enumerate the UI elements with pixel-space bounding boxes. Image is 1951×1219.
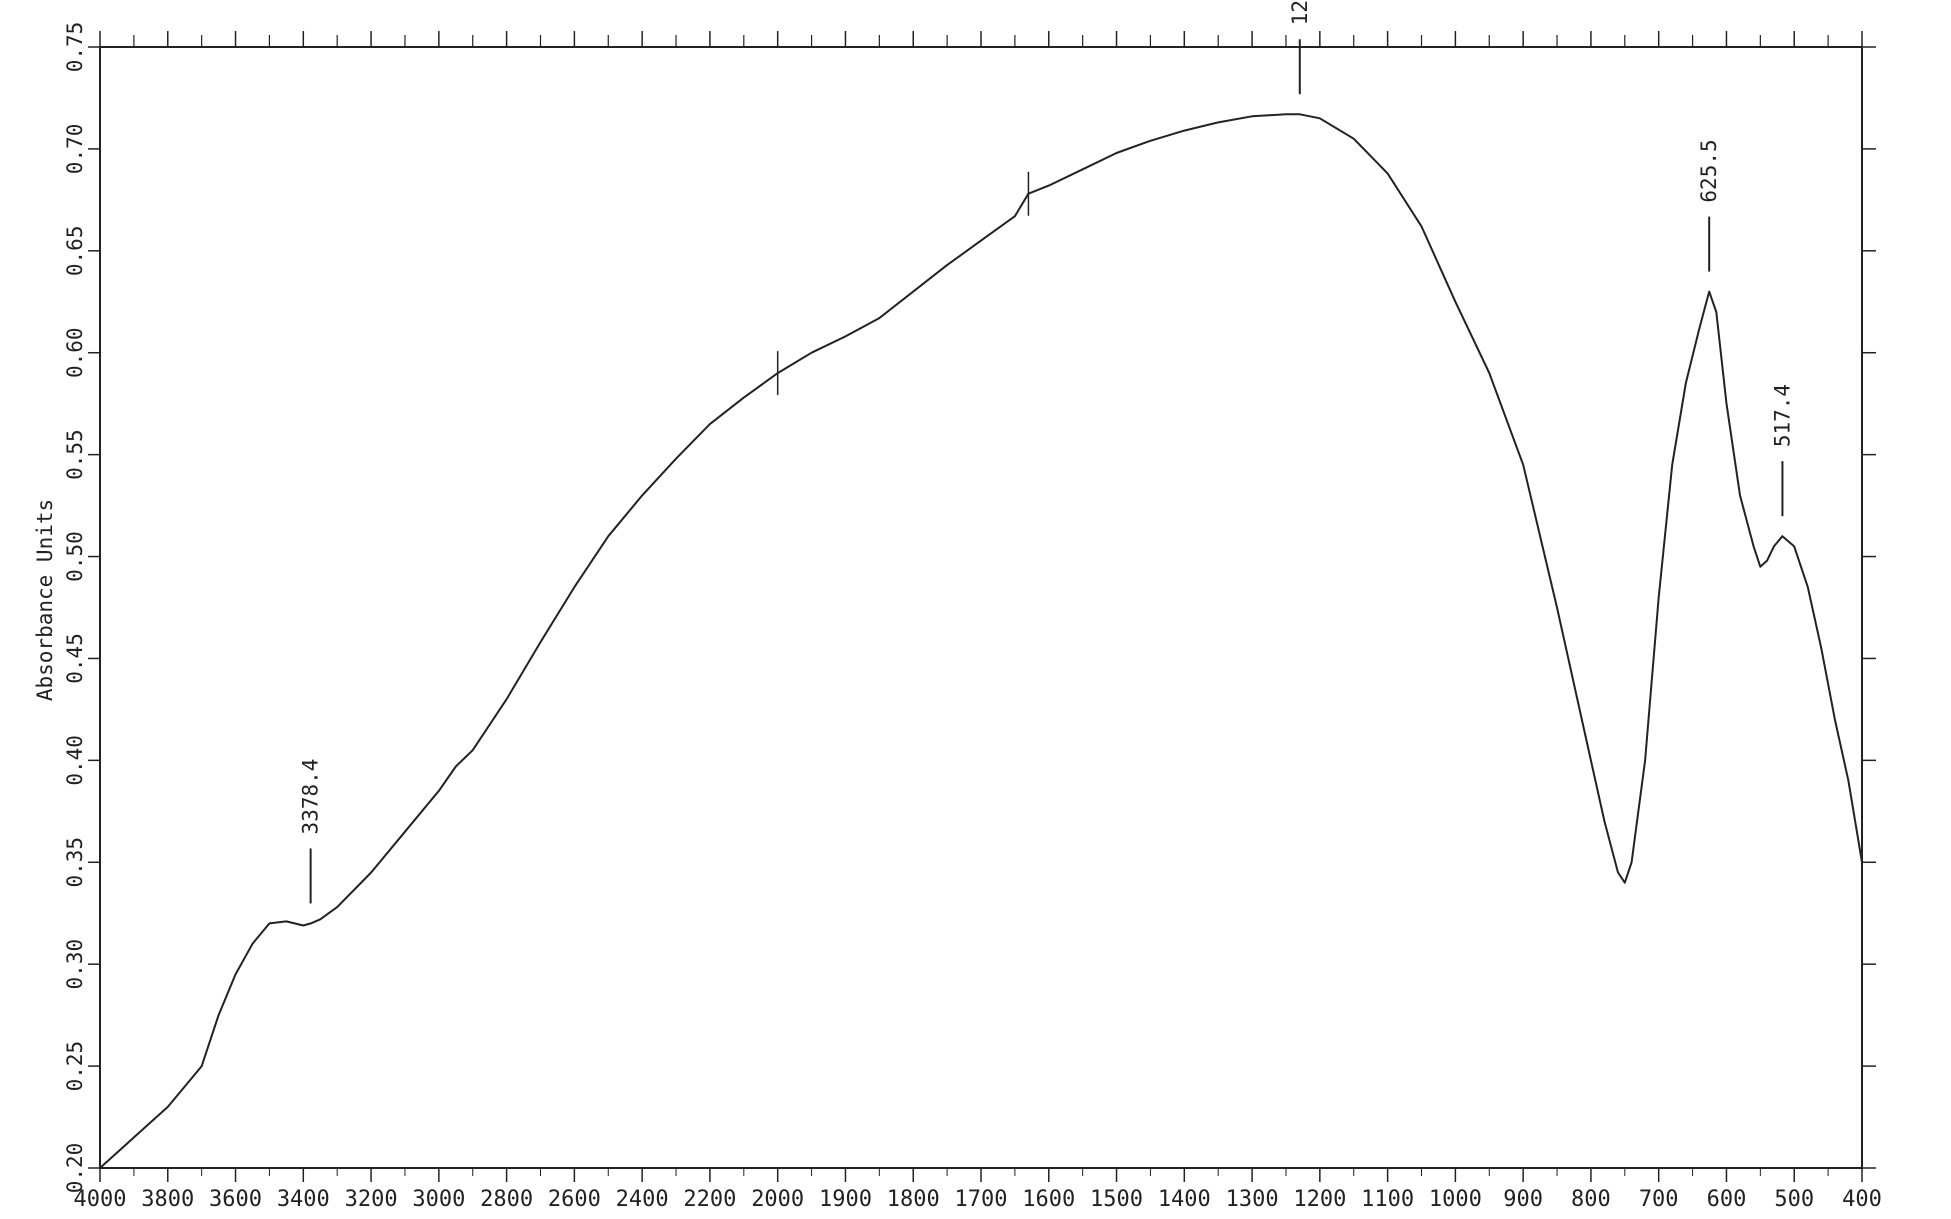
- right-tick-marks: [1862, 46, 1876, 1169]
- top-tick-marks: [99, 31, 1863, 47]
- peak-label: 1229.6: [1288, 0, 1312, 25]
- y-tick-label: 0.25: [63, 1041, 87, 1092]
- x-tick-label: 1500: [1090, 1187, 1143, 1212]
- x-tick-label: 1100: [1361, 1187, 1414, 1212]
- plot-border: [99, 46, 1863, 1169]
- y-tick-label: 0.75: [63, 22, 87, 73]
- x-tick-label: 1700: [955, 1187, 1008, 1212]
- x-tick-label: 500: [1774, 1187, 1814, 1212]
- y-tick-label: 0.55: [63, 429, 87, 480]
- x-axis: 4000 3800 3600 3400 3200 3000 2800 2600 2400 2200…: [74, 1168, 1882, 1212]
- y-tick-label: 0.35: [63, 837, 87, 888]
- series-layer: [99, 113, 1863, 1169]
- y-tick-label: 0.65: [63, 226, 87, 277]
- x-tick-label: 2200: [683, 1187, 736, 1212]
- x-tick-label: 700: [1639, 1187, 1679, 1212]
- peak-label: 517.4: [1770, 384, 1794, 447]
- x-tick-label: 2600: [548, 1187, 601, 1212]
- y-axis-title: Absorbance Units: [33, 499, 57, 701]
- y-tick-label: 0.45: [63, 633, 87, 684]
- y-tick-label: 0.70: [63, 124, 87, 175]
- x-tick-label: 1400: [1158, 1187, 1211, 1212]
- y-tick-label: 0.50: [63, 531, 87, 582]
- x-tick-label: 3400: [277, 1187, 330, 1212]
- x-tick-label: 400: [1842, 1187, 1882, 1212]
- x-tick-label: 600: [1707, 1187, 1747, 1212]
- y-tick-label: 0.30: [63, 939, 87, 990]
- y-axis: 0.20 0.25 0.30 0.35 0.40 0.45 0.50 0.55 0.60 0.65…: [63, 22, 100, 1194]
- x-tick-label: 2800: [480, 1187, 533, 1212]
- x-tick-label: 1600: [1022, 1187, 1075, 1212]
- spectrum-line: [99, 113, 1863, 1169]
- peak-label: 3378.4: [299, 759, 323, 835]
- y-tick-label: 0.60: [63, 327, 87, 378]
- x-tick-label: 3000: [412, 1187, 465, 1212]
- y-tick-label: 0.20: [63, 1143, 87, 1194]
- x-tick-label: 4000: [74, 1187, 127, 1212]
- x-tick-label: 1000: [1429, 1187, 1482, 1212]
- x-tick-label: 2000: [751, 1187, 804, 1212]
- x-tick-label: 2400: [616, 1187, 669, 1212]
- x-tick-label: 1800: [887, 1187, 940, 1212]
- x-tick-label: 1300: [1226, 1187, 1279, 1212]
- x-tick-label: 1200: [1293, 1187, 1346, 1212]
- wavenumber-markers: [776, 171, 1030, 396]
- y-tick-label: 0.40: [63, 735, 87, 786]
- x-tick-label: 1900: [819, 1187, 872, 1212]
- plot-frame: [99, 46, 1863, 1169]
- x-tick-label: 900: [1503, 1187, 1543, 1212]
- x-tick-label: 3600: [209, 1187, 262, 1212]
- x-tick-label: 3800: [141, 1187, 194, 1212]
- peak-annotations: 3378.4 1229.6 625.5 517.4: [299, 0, 1794, 904]
- x-tick-label: 3200: [345, 1187, 398, 1212]
- peak-label: 625.5: [1697, 139, 1721, 202]
- x-tick-label: 800: [1571, 1187, 1611, 1212]
